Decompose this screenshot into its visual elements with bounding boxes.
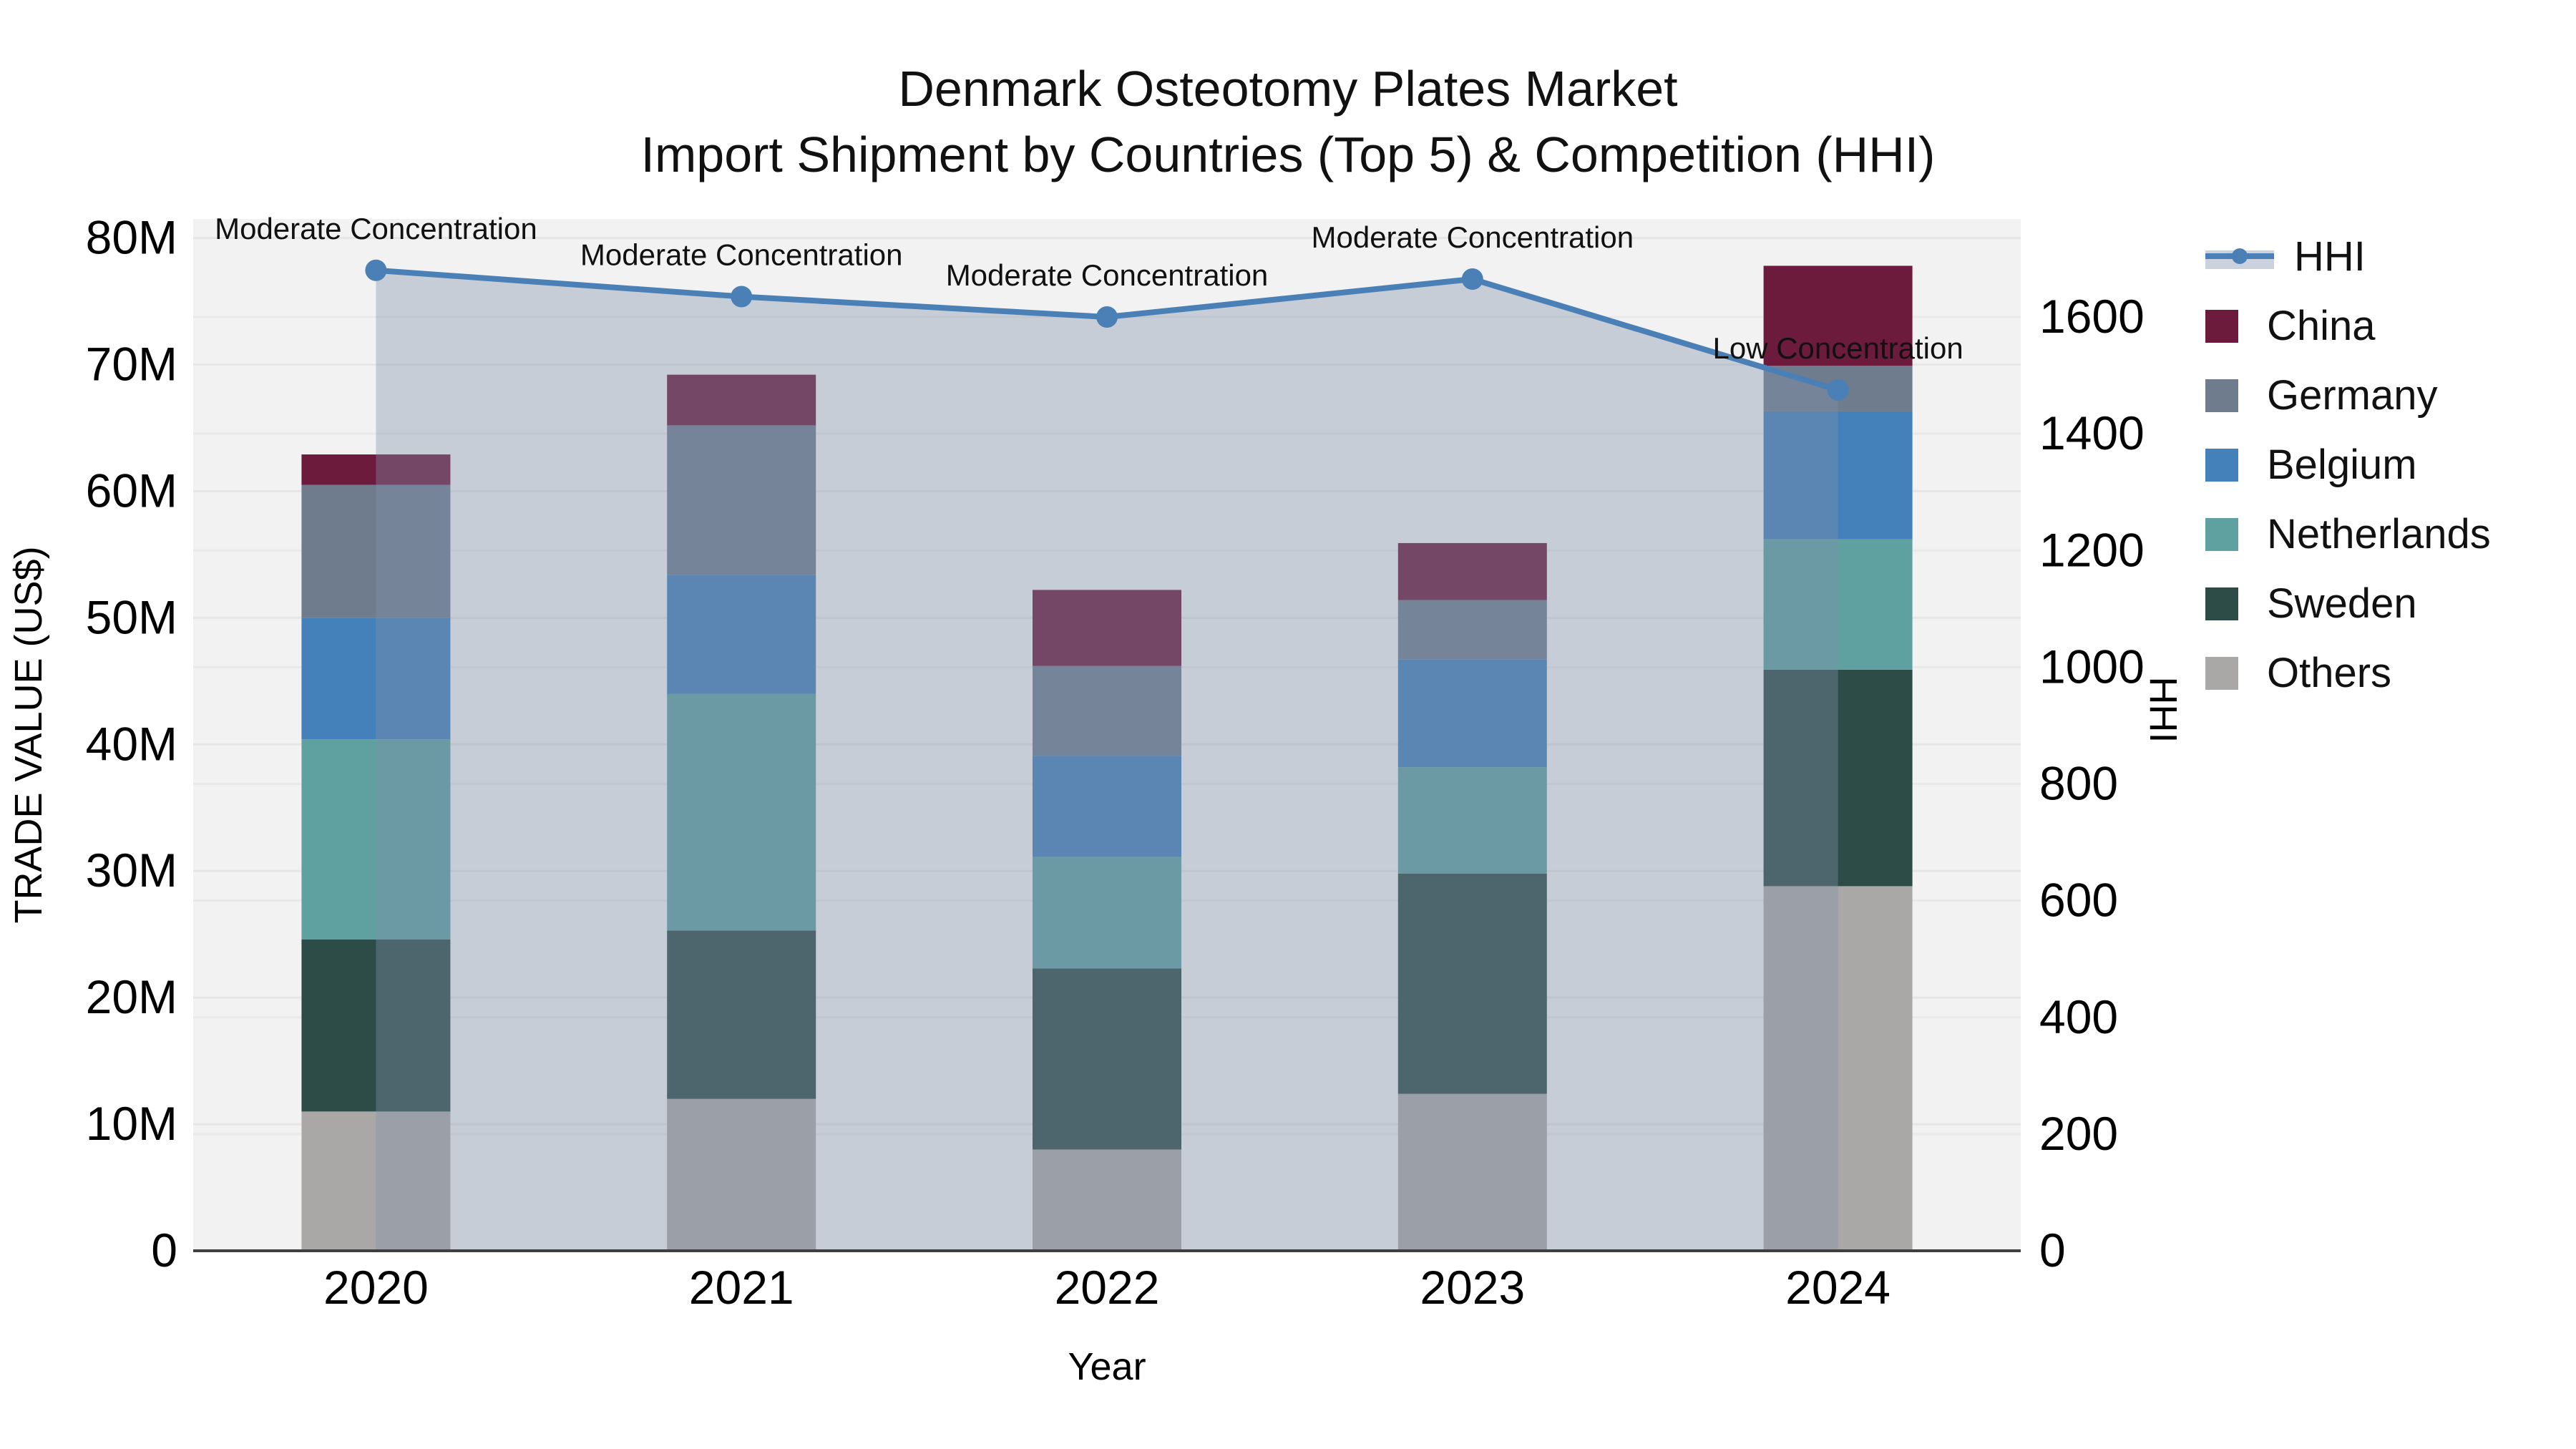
y2-tick-0: 0 xyxy=(2039,1224,2066,1277)
legend-swatch-icon xyxy=(2205,517,2238,551)
hhi-marker-2022[interactable] xyxy=(1096,306,1118,328)
y2-tick-400: 400 xyxy=(2039,990,2118,1043)
annotation-2022: Moderate Concentration xyxy=(946,258,1269,292)
chart-title: Denmark Osteotomy Plates Market Import S… xyxy=(0,56,2576,187)
x-axis-title: Year xyxy=(1068,1345,1146,1388)
legend-swatch-icon xyxy=(2205,448,2238,482)
legend-item-germany[interactable]: Germany xyxy=(2205,372,2491,419)
bar-segment-sweden-2023[interactable] xyxy=(1397,873,1547,1094)
bar-segment-netherlands-2022[interactable] xyxy=(1033,857,1181,969)
y2-tick-200: 200 xyxy=(2039,1107,2118,1160)
y-tick-10M: 10M xyxy=(86,1097,177,1150)
y2-tick-600: 600 xyxy=(2039,874,2118,927)
y-tick-30M: 30M xyxy=(86,844,177,897)
x-tick-2023: 2023 xyxy=(1420,1261,1525,1314)
legend-item-others[interactable]: Others xyxy=(2205,650,2491,696)
bar-segment-others-2020[interactable] xyxy=(301,1111,451,1251)
bar-segment-sweden-2021[interactable] xyxy=(667,930,816,1099)
bar-segment-netherlands-2021[interactable] xyxy=(667,693,816,931)
bar-segment-belgium-2021[interactable] xyxy=(667,575,816,694)
y-tick-50M: 50M xyxy=(86,590,177,643)
hhi-marker-2024[interactable] xyxy=(1827,379,1849,401)
legend-label: HHI xyxy=(2294,233,2366,280)
bar-segment-others-2023[interactable] xyxy=(1397,1093,1547,1251)
hhi-marker-2023[interactable] xyxy=(1461,268,1483,291)
y2-axis-title: HHI xyxy=(2142,677,2185,743)
legend-label: Germany xyxy=(2267,372,2438,419)
legend-item-sweden[interactable]: Sweden xyxy=(2205,580,2491,627)
x-tick-2022: 2022 xyxy=(1055,1261,1160,1314)
bar-segment-germany-2023[interactable] xyxy=(1397,600,1547,660)
bar-segment-netherlands-2024[interactable] xyxy=(1763,539,1913,670)
y-tick-0: 0 xyxy=(151,1224,177,1277)
bar-segment-netherlands-2023[interactable] xyxy=(1397,767,1547,874)
hhi-marker-2021[interactable] xyxy=(731,286,753,308)
bar-segment-germany-2020[interactable] xyxy=(301,484,451,618)
legend-label: Sweden xyxy=(2267,580,2417,627)
bar-segment-china-2020[interactable] xyxy=(301,454,451,485)
legend-swatch-icon xyxy=(2205,309,2238,343)
bar-segment-germany-2022[interactable] xyxy=(1033,665,1181,756)
legend: HHI China Germany Belgium Netherlands Sweden O… xyxy=(2205,233,2491,696)
x-tick-2024: 2024 xyxy=(1785,1261,1890,1314)
legend-swatch-icon xyxy=(2205,379,2238,412)
bar-segment-others-2022[interactable] xyxy=(1033,1149,1181,1251)
y2-tick-1400: 1400 xyxy=(2039,406,2145,459)
legend-label: Others xyxy=(2267,650,2392,696)
hhi-line-swatch-icon xyxy=(2205,245,2274,269)
bar-segment-sweden-2022[interactable] xyxy=(1033,968,1181,1150)
legend-item-hhi[interactable]: HHI xyxy=(2205,233,2491,280)
annotation-2020: Moderate Concentration xyxy=(215,212,537,245)
y2-tick-800: 800 xyxy=(2039,757,2118,810)
annotation-2021: Moderate Concentration xyxy=(580,238,903,271)
bar-segment-china-2021[interactable] xyxy=(667,374,816,426)
chart-title-line2: Import Shipment by Countries (Top 5) & C… xyxy=(640,127,1936,182)
bar-segment-germany-2021[interactable] xyxy=(667,425,816,575)
bar-segment-belgium-2022[interactable] xyxy=(1033,756,1181,857)
legend-swatch-icon xyxy=(2205,587,2238,620)
bar-segment-sweden-2020[interactable] xyxy=(301,939,451,1112)
annotation-2023: Moderate Concentration xyxy=(1311,220,1634,254)
legend-label: Belgium xyxy=(2267,441,2417,488)
bar-segment-china-2023[interactable] xyxy=(1397,542,1547,600)
hhi-fill-area xyxy=(376,270,1838,1252)
legend-item-china[interactable]: China xyxy=(2205,303,2491,349)
legend-item-belgium[interactable]: Belgium xyxy=(2205,441,2491,488)
bar-segment-others-2021[interactable] xyxy=(667,1098,816,1251)
y-tick-80M: 80M xyxy=(86,211,177,264)
y2-tick-1000: 1000 xyxy=(2039,640,2145,693)
legend-item-netherlands[interactable]: Netherlands xyxy=(2205,511,2491,557)
bar-segment-sweden-2024[interactable] xyxy=(1763,669,1913,887)
bar-segment-belgium-2024[interactable] xyxy=(1763,411,1913,540)
legend-swatch-icon xyxy=(2205,656,2238,690)
y-tick-60M: 60M xyxy=(86,464,177,517)
chart-title-line1: Denmark Osteotomy Plates Market xyxy=(898,61,1678,117)
y-tick-20M: 20M xyxy=(86,970,177,1023)
y-axis-title: TRADE VALUE (US$) xyxy=(7,546,50,923)
y-tick-40M: 40M xyxy=(86,717,177,770)
bar-segment-belgium-2020[interactable] xyxy=(301,618,451,740)
hhi-marker-2020[interactable] xyxy=(365,259,387,281)
y2-tick-1200: 1200 xyxy=(2039,523,2145,576)
annotation-2024: Low Concentration xyxy=(1712,331,1963,365)
y2-tick-1600: 1600 xyxy=(2039,290,2145,343)
bar-segment-others-2024[interactable] xyxy=(1763,886,1913,1251)
legend-label: Netherlands xyxy=(2267,511,2491,557)
bar-segment-china-2024[interactable] xyxy=(1763,265,1913,366)
bar-segment-netherlands-2020[interactable] xyxy=(301,739,451,940)
bar-segment-belgium-2023[interactable] xyxy=(1397,659,1547,768)
bar-segment-china-2022[interactable] xyxy=(1033,590,1181,666)
y-tick-70M: 70M xyxy=(86,337,177,390)
x-tick-2021: 2021 xyxy=(689,1261,794,1314)
x-tick-2020: 2020 xyxy=(323,1261,429,1314)
legend-label: China xyxy=(2267,303,2376,349)
